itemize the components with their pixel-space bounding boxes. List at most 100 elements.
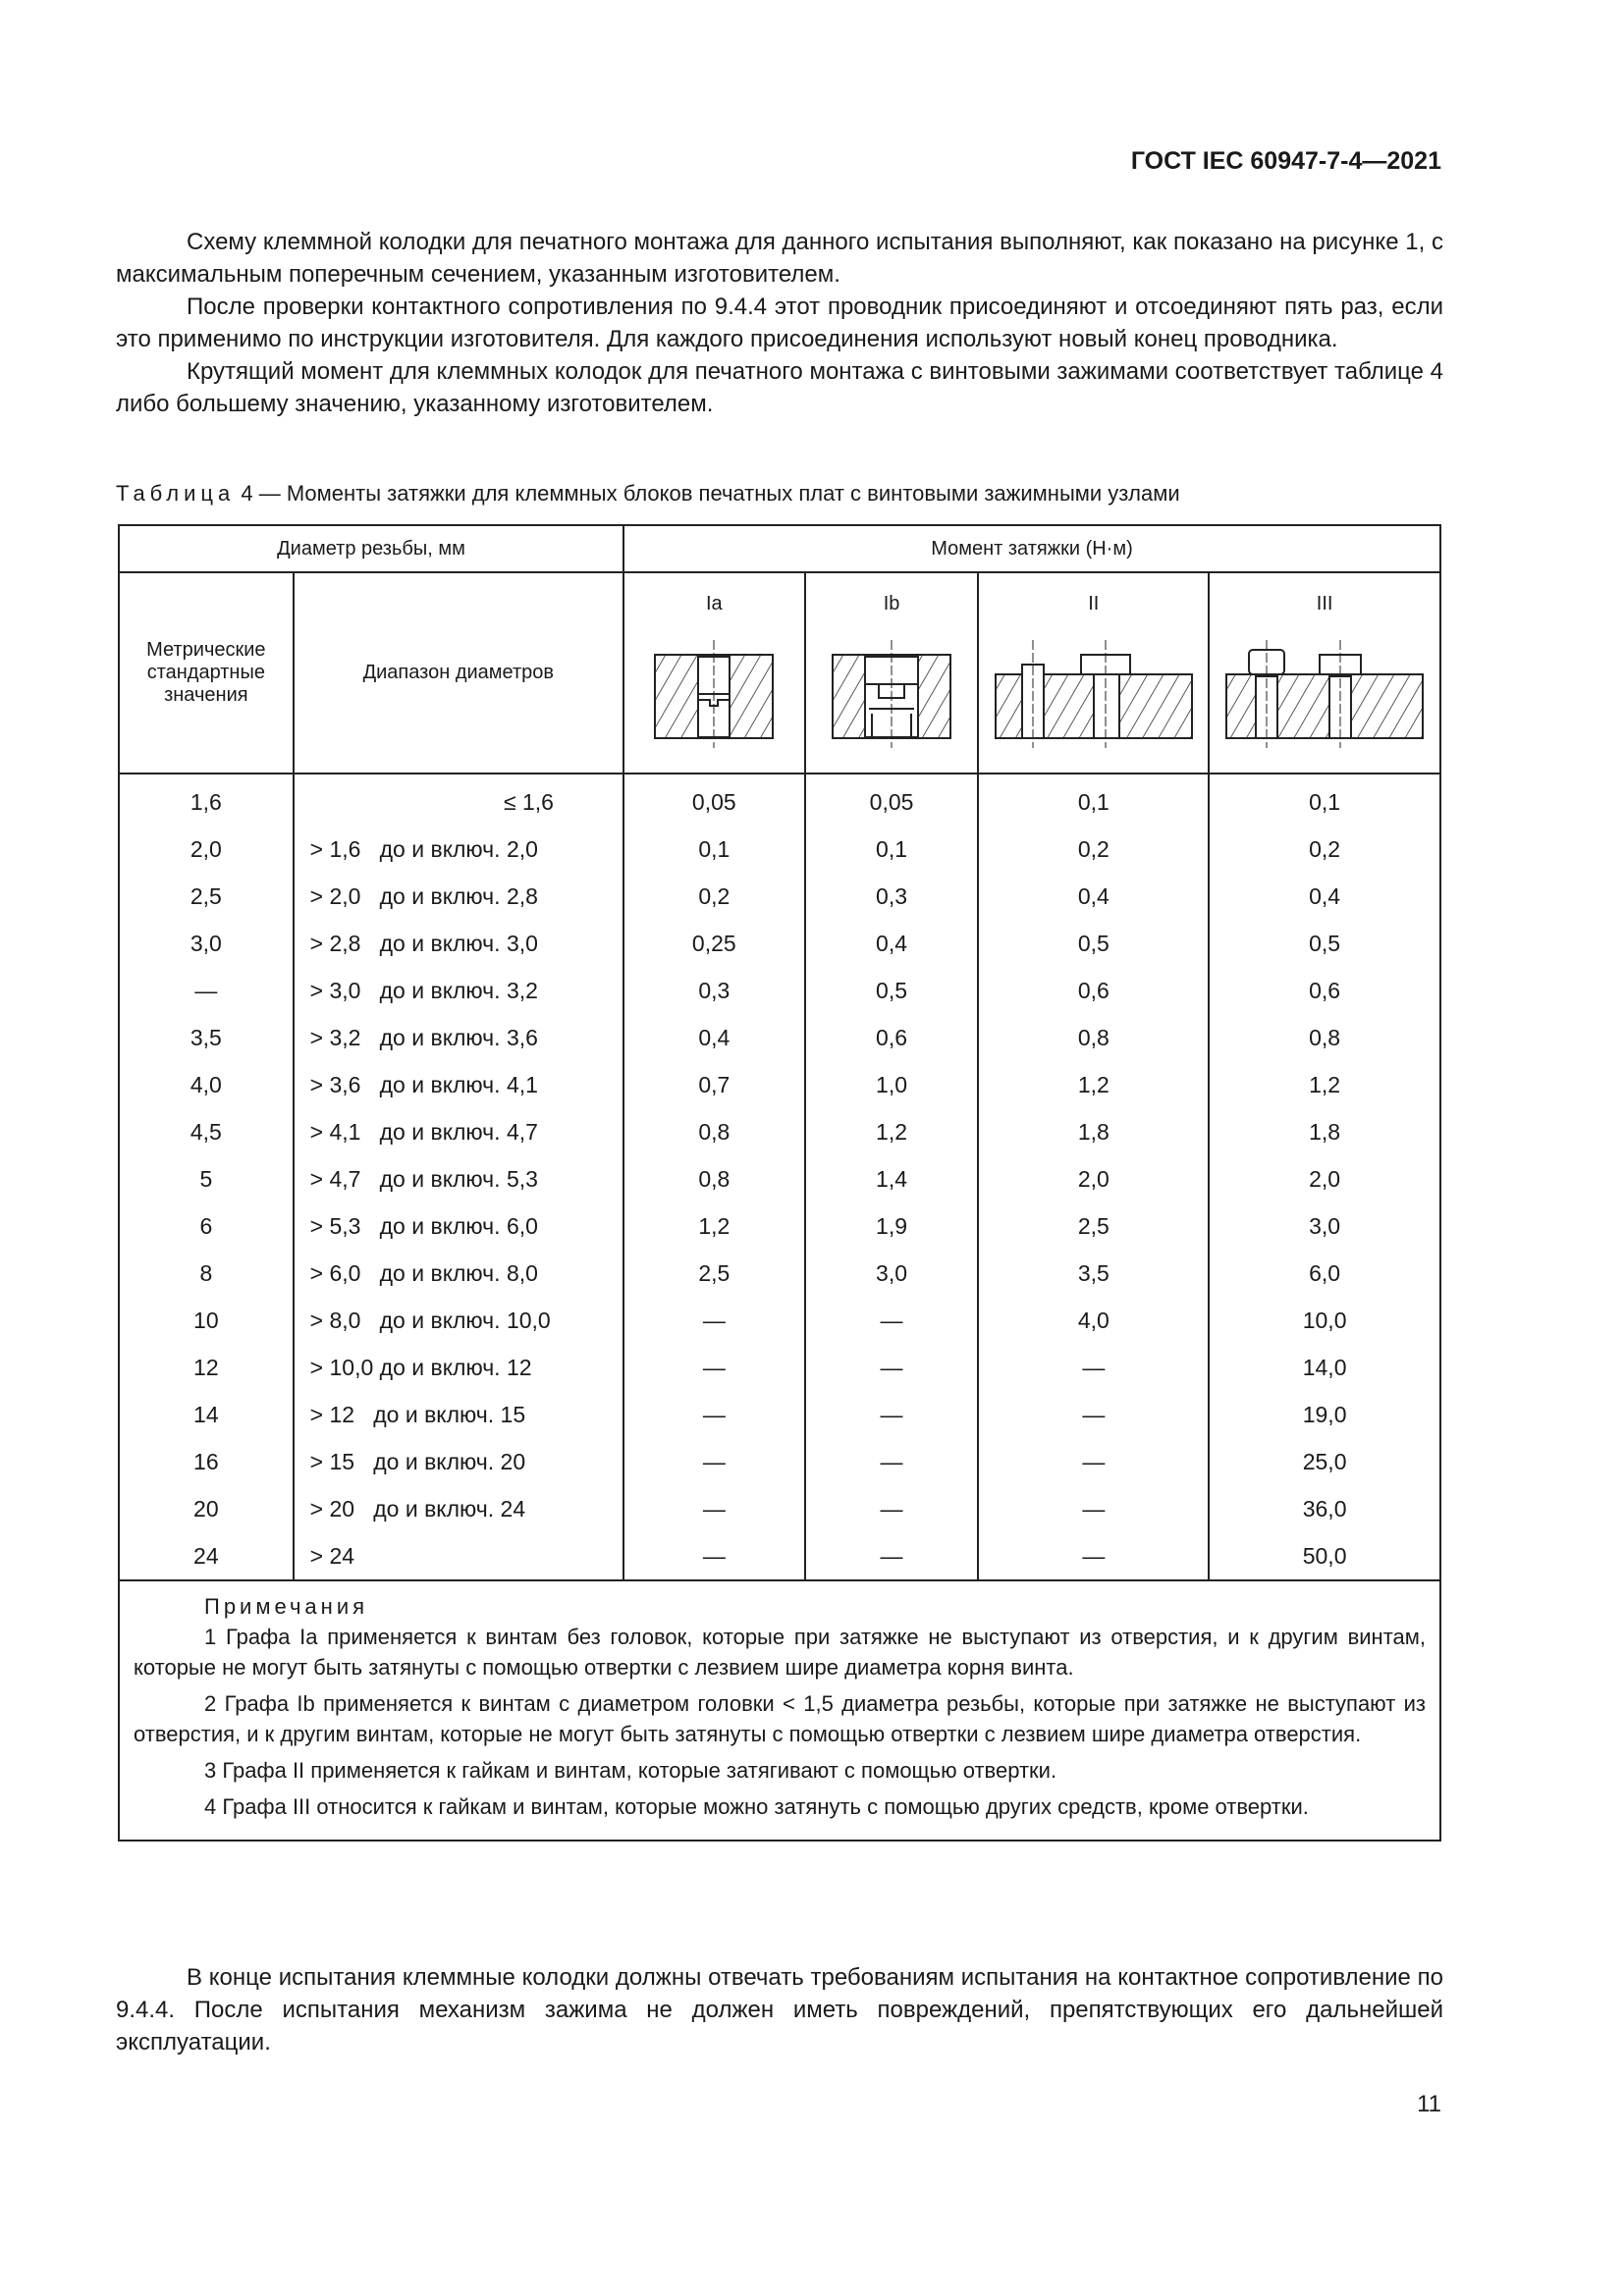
ii-cell: 4,0 [977, 1297, 1211, 1344]
ib-cell: 3,0 [803, 1250, 980, 1297]
table-row: 4,5 > 4,1 до и включ. 4,7 0,8 1,2 1,8 1,8 [118, 1108, 1441, 1155]
ia-cell: — [622, 1391, 806, 1438]
table-row: 4,0 > 3,6 до и включ. 4,1 0,7 1,0 1,2 1,2 [118, 1061, 1441, 1108]
header-diameter: Диаметр резьбы, мм [118, 524, 624, 573]
range-cell: > 2,8 до и включ. 3,0 [292, 920, 624, 967]
iii-cell: 0,8 [1208, 1014, 1441, 1061]
intro-text: Схему клеммной колодки для печатного мон… [116, 226, 1443, 420]
metric-cell: 24 [118, 1532, 295, 1580]
metric-cell: 1,6 [118, 774, 295, 826]
ii-cell: 0,4 [977, 873, 1211, 920]
range-cell: > 5,3 до и включ. 6,0 [292, 1202, 624, 1250]
table-row: 1,6 ≤ 1,6 0,05 0,05 0,1 0,1 [118, 774, 1441, 826]
note: 4 Графа III относится к гайкам и винтам,… [204, 1794, 1309, 1819]
paragraph: Схему клеммной колодки для печатного мон… [116, 229, 1443, 288]
ib-cell: 1,2 [803, 1108, 980, 1155]
header-col-ib: Ib [803, 571, 980, 774]
iii-cell: 1,8 [1208, 1108, 1441, 1155]
iii-cell: 19,0 [1208, 1391, 1441, 1438]
table-row: 20 > 20 до и включ. 24— — —36,0 [118, 1485, 1441, 1532]
ia-cell: 2,5 [622, 1250, 806, 1297]
page-number: 11 [1417, 2091, 1441, 2117]
range-cell: > 10,0 до и включ. 12 [292, 1344, 624, 1391]
metric-cell: 20 [118, 1485, 295, 1532]
ii-cell: 0,5 [977, 920, 1211, 967]
range-cell: > 6,0 до и включ. 8,0 [292, 1250, 624, 1297]
iii-cell: 0,2 [1208, 826, 1441, 873]
table-row: 24 > 24— — —50,0 [118, 1532, 1441, 1580]
table-row: 2,0 > 1,6 до и включ. 2,0 0,1 0,1 0,2 0,2 [118, 826, 1441, 873]
iii-cell: 10,0 [1208, 1297, 1441, 1344]
header-range: Диапазон диаметров [292, 571, 624, 774]
iii-cell: 0,6 [1208, 967, 1441, 1014]
ii-cell: 1,2 [977, 1061, 1211, 1108]
ii-cell: 0,2 [977, 826, 1211, 873]
ia-cell: 0,25 [622, 920, 806, 967]
iii-cell: 36,0 [1208, 1485, 1441, 1532]
ib-cell: 0,1 [803, 826, 980, 873]
ia-cell: 0,8 [622, 1155, 806, 1202]
screw-ii-drawing [994, 640, 1193, 748]
ii-cell: — [977, 1438, 1211, 1485]
table-row: 14 > 12 до и включ. 15— — —19,0 [118, 1391, 1441, 1438]
ia-cell: 0,7 [622, 1061, 806, 1108]
ib-cell: 1,9 [803, 1202, 980, 1250]
header-torque: Момент затяжки (Н·м) [622, 524, 1442, 573]
ia-cell: — [622, 1344, 806, 1391]
iii-cell: 14,0 [1208, 1344, 1441, 1391]
ib-cell: — [803, 1344, 980, 1391]
ii-cell: 0,1 [977, 774, 1211, 826]
paragraph: Крутящий момент для клеммных колодок для… [116, 358, 1443, 417]
metric-cell: 14 [118, 1391, 295, 1438]
ib-cell: 0,3 [803, 873, 980, 920]
paragraph: После проверки контактного сопротивления… [116, 294, 1443, 352]
ia-cell: — [622, 1297, 806, 1344]
iii-cell: 25,0 [1208, 1438, 1441, 1485]
ia-cell: 0,8 [622, 1108, 806, 1155]
table-row: 10 > 8,0 до и включ. 10,0— —4,0 10,0 [118, 1297, 1441, 1344]
screw-iii-drawing [1225, 640, 1425, 748]
ia-cell: — [622, 1532, 806, 1580]
ii-cell: 1,8 [977, 1108, 1211, 1155]
metric-cell: 2,0 [118, 826, 295, 873]
iii-cell: 0,5 [1208, 920, 1441, 967]
ib-cell: 1,4 [803, 1155, 980, 1202]
ii-cell: 0,6 [977, 967, 1211, 1014]
ia-cell: 0,2 [622, 873, 806, 920]
table-row: 5 > 4,7 до и включ. 5,3 0,8 1,4 2,0 2,0 [118, 1155, 1441, 1202]
header-col-ia: Ia [622, 571, 806, 774]
ii-cell: 2,0 [977, 1155, 1211, 1202]
metric-cell: 10 [118, 1297, 295, 1344]
range-cell: > 4,7 до и включ. 5,3 [292, 1155, 624, 1202]
metric-cell: 16 [118, 1438, 295, 1485]
screw-ia-drawing [654, 640, 775, 748]
torque-table: Диаметр резьбы, мм Момент затяжки (Н·м) М… [118, 524, 1442, 1842]
closing-text: В конце испытания клеммные колодки должн… [116, 1964, 1443, 2056]
table-row: 12 > 10,0 до и включ. 12— — —14,0 [118, 1344, 1441, 1391]
table-row: 2,5 > 2,0 до и включ. 2,8 0,2 0,3 0,4 0,4 [118, 873, 1441, 920]
ii-cell: — [977, 1485, 1211, 1532]
metric-cell: 6 [118, 1202, 295, 1250]
note: 2 Графа Ib применяется к винтам с диамет… [134, 1691, 1426, 1746]
range-cell: > 8,0 до и включ. 10,0 [292, 1297, 624, 1344]
metric-cell: 4,0 [118, 1061, 295, 1108]
header-metric: Метрические стандартные значения [118, 571, 295, 774]
range-cell: > 3,6 до и включ. 4,1 [292, 1061, 624, 1108]
range-cell: > 12 до и включ. 15 [292, 1391, 624, 1438]
metric-cell: 8 [118, 1250, 295, 1297]
ib-cell: 0,6 [803, 1014, 980, 1061]
range-cell: > 1,6 до и включ. 2,0 [292, 826, 624, 873]
range-cell: > 20 до и включ. 24 [292, 1485, 624, 1532]
ia-cell: 0,05 [622, 774, 806, 826]
ii-cell: — [977, 1532, 1211, 1580]
table-row: 3,0 > 2,8 до и включ. 3,0 0,25 0,4 0,5 0,5 [118, 920, 1441, 967]
range-cell: > 2,0 до и включ. 2,8 [292, 873, 624, 920]
ib-cell: 0,5 [803, 967, 980, 1014]
ib-cell: — [803, 1438, 980, 1485]
note: 3 Графа II применяется к гайкам и винтам… [204, 1758, 1057, 1783]
metric-cell: — [118, 967, 295, 1014]
ii-cell: 0,8 [977, 1014, 1211, 1061]
ib-cell: 1,0 [803, 1061, 980, 1108]
table-row: 3,5 > 3,2 до и включ. 3,6 0,4 0,6 0,8 0,8 [118, 1014, 1441, 1061]
